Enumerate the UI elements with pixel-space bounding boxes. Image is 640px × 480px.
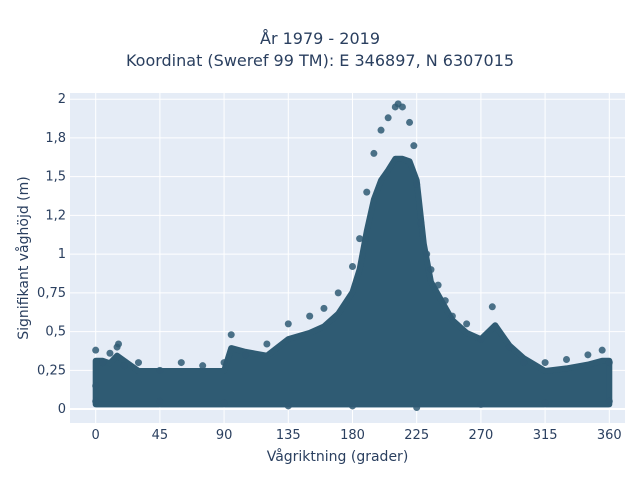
density-cloud — [92, 155, 613, 408]
data-point — [463, 320, 471, 328]
data-point — [348, 402, 356, 410]
data-point — [92, 382, 100, 390]
data-point — [605, 397, 613, 405]
y-tick-label: 1 — [58, 247, 66, 262]
data-point — [241, 351, 249, 359]
data-point — [220, 359, 228, 367]
y-tick-label: 0 — [58, 402, 66, 417]
data-point — [413, 180, 421, 188]
data-point — [106, 349, 114, 357]
data-point — [410, 142, 418, 150]
y-tick-label: 0,5 — [45, 325, 66, 340]
data-point — [377, 126, 385, 134]
data-point — [398, 103, 406, 111]
data-point — [541, 359, 549, 367]
data-point — [363, 188, 371, 196]
data-point — [488, 303, 496, 311]
data-point — [423, 250, 431, 258]
data-point — [520, 359, 528, 367]
data-point — [156, 366, 164, 374]
y-tick-label: 0,75 — [37, 286, 66, 301]
data-point — [356, 235, 364, 243]
data-point — [284, 402, 292, 410]
data-point — [384, 114, 392, 122]
data-point — [99, 359, 107, 367]
y-tick-label: 2 — [58, 92, 66, 107]
data-point — [320, 304, 328, 312]
data-point — [92, 397, 100, 405]
data-point — [584, 351, 592, 359]
data-point — [605, 359, 613, 367]
data-point — [284, 320, 292, 328]
x-tick-label: 0 — [92, 428, 100, 443]
data-point — [563, 355, 571, 363]
x-tick-label: 225 — [404, 428, 429, 443]
data-point — [134, 359, 142, 367]
x-tick-label: 360 — [597, 428, 622, 443]
point-cloud-fill — [92, 155, 613, 408]
x-tick-label: 135 — [276, 428, 301, 443]
data-point — [199, 362, 207, 370]
data-point — [227, 331, 235, 339]
x-axis-title: Vågriktning (grader) — [267, 448, 409, 465]
data-point — [427, 266, 435, 274]
data-point — [477, 400, 485, 408]
data-point — [541, 399, 549, 407]
data-points — [92, 100, 613, 412]
data-point — [370, 149, 378, 157]
data-point — [120, 362, 128, 370]
x-tick-label: 315 — [533, 428, 558, 443]
data-point — [220, 399, 228, 407]
x-tick-label: 270 — [468, 428, 493, 443]
data-point — [598, 346, 606, 354]
data-point — [263, 340, 271, 348]
y-tick-label: 1,8 — [45, 131, 66, 146]
data-point — [92, 346, 100, 354]
data-point — [406, 118, 414, 126]
data-point — [334, 289, 342, 297]
y-axis-ticks: 0 0,25 0,5 0,75 1 1,2 1,5 1,8 2 — [37, 92, 66, 417]
chart-title: År 1979 - 2019 — [260, 29, 380, 48]
y-axis-title: Signifikant våghöjd (m) — [15, 176, 32, 339]
data-point — [156, 397, 164, 405]
data-point — [441, 297, 449, 305]
data-point — [177, 359, 185, 367]
data-point — [115, 340, 123, 348]
y-tick-label: 1,2 — [45, 208, 66, 223]
data-point — [348, 263, 356, 271]
data-point — [434, 281, 442, 289]
data-point — [413, 404, 421, 412]
data-point — [505, 343, 513, 351]
data-point — [306, 312, 314, 320]
y-tick-label: 0,25 — [37, 363, 66, 378]
data-point — [448, 312, 456, 320]
data-point — [477, 335, 485, 343]
x-tick-label: 45 — [152, 428, 169, 443]
data-point — [417, 219, 425, 227]
x-tick-label: 90 — [216, 428, 233, 443]
x-tick-label: 180 — [340, 428, 365, 443]
x-axis-ticks: 0 45 90 135 180 225 270 315 360 — [92, 428, 622, 443]
chart-subtitle: Koordinat (Sweref 99 TM): E 346897, N 63… — [125, 51, 515, 70]
y-tick-label: 1,5 — [45, 170, 66, 185]
